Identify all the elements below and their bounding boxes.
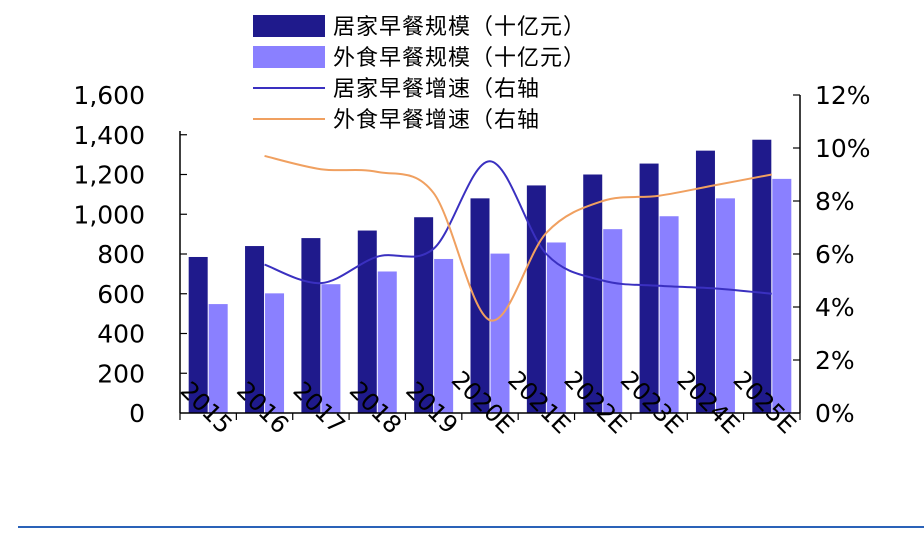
bar-series-2-2019 bbox=[434, 258, 454, 413]
bar-series-2-2023E bbox=[659, 216, 679, 413]
bar-series-2-2022E bbox=[603, 229, 623, 413]
legend-label-3: 居家早餐增速（右轴 bbox=[333, 77, 540, 102]
line-series-2 bbox=[264, 154, 773, 322]
legend-swatch-1 bbox=[253, 15, 325, 37]
lines bbox=[264, 154, 773, 322]
legend-label-1: 居家早餐规模（十亿元） bbox=[333, 15, 586, 40]
y-left-axis: 0 200 400 600 800 1,000 1,200 1,400 1,600 bbox=[73, 81, 187, 428]
y-left-tick-label: 800 bbox=[97, 240, 145, 269]
bar-series-1-2023E bbox=[639, 163, 659, 413]
y-left-tick-label: 1,600 bbox=[73, 81, 145, 110]
y-left-tick-label: 200 bbox=[97, 359, 145, 388]
y-right-tick-label: 12% bbox=[815, 81, 871, 110]
y-right-tick-label: 6% bbox=[815, 240, 855, 269]
bar-series-2-2025E bbox=[772, 178, 792, 413]
bar-series-2-2017 bbox=[321, 284, 341, 413]
line-series-1 bbox=[264, 160, 772, 295]
bar-series-1-2022E bbox=[583, 174, 603, 413]
bar-series-2-2015 bbox=[208, 304, 228, 413]
bar-series-2-2021E bbox=[546, 242, 566, 413]
y-right-axis: 0% 2% 4% 6% 8% 10% 12% bbox=[793, 81, 871, 428]
y-left-tick-label: 1,400 bbox=[73, 121, 145, 150]
bar-series-1-2015 bbox=[188, 256, 208, 413]
bar-series-2-2024E bbox=[715, 198, 735, 413]
y-left-tick-label: 400 bbox=[97, 320, 145, 349]
legend-label-4: 外食早餐增速（右轴 bbox=[333, 108, 540, 133]
bar-series-2-2016 bbox=[265, 293, 285, 413]
bar-series-1-2024E bbox=[695, 150, 715, 413]
y-right-tick-label: 2% bbox=[815, 346, 855, 375]
y-right-tick-label: 10% bbox=[815, 134, 871, 163]
y-left-tick-label: 0 bbox=[129, 399, 145, 428]
y-right-tick-label: 0% bbox=[815, 399, 855, 428]
legend-swatch-2 bbox=[253, 46, 325, 68]
bar-series-1-2018 bbox=[357, 230, 377, 413]
bar-series-1-2016 bbox=[245, 246, 265, 413]
bar-series-1-2019 bbox=[414, 217, 434, 413]
bar-series-1-2025E bbox=[752, 139, 772, 413]
bar-series-2-2020E bbox=[490, 253, 510, 413]
bar-series-1-2021E bbox=[526, 185, 546, 413]
bars bbox=[188, 139, 792, 413]
legend-label-2: 外食早餐规模（十亿元） bbox=[333, 46, 586, 71]
y-left-tick-label: 1,200 bbox=[73, 161, 145, 190]
y-left-tick-label: 1,000 bbox=[73, 200, 145, 229]
bar-series-2-2018 bbox=[377, 271, 397, 413]
y-right-tick-label: 4% bbox=[815, 293, 855, 322]
bar-series-1-2020E bbox=[470, 198, 490, 413]
y-right-tick-label: 8% bbox=[815, 187, 855, 216]
y-left-tick-label: 600 bbox=[97, 280, 145, 309]
